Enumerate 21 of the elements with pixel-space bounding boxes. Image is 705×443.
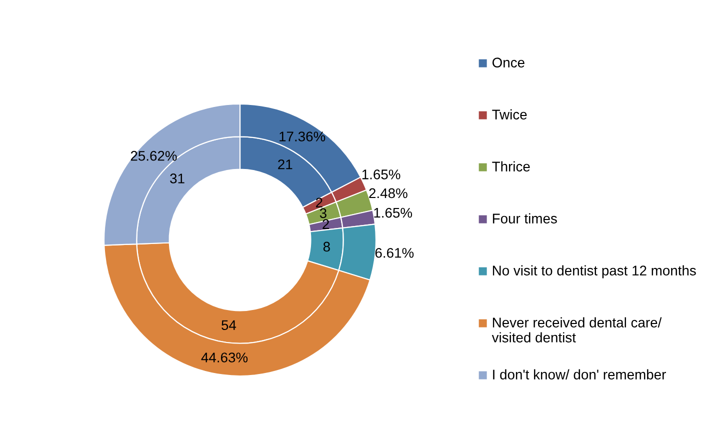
data-label: 8 bbox=[323, 242, 330, 252]
data-label: 2 bbox=[322, 219, 329, 229]
data-label: 1.65% bbox=[362, 170, 400, 180]
data-label: 3 bbox=[320, 208, 326, 218]
legend-label: Once bbox=[492, 58, 524, 68]
legend-label: No visit to dentist past 12 months bbox=[492, 265, 696, 278]
legend-label: I don't know/ don' remember bbox=[493, 369, 666, 380]
legend-label: Thrice bbox=[492, 161, 530, 172]
data-label: 6.61% bbox=[375, 248, 414, 258]
data-label: 21 bbox=[278, 159, 292, 170]
legend-label: Never received dental care/ visited dentist bbox=[492, 317, 662, 342]
data-label: 1.65% bbox=[374, 208, 412, 218]
data-label: 25.62% bbox=[130, 150, 177, 161]
data-label: 2 bbox=[316, 198, 322, 208]
legend-label: Twice bbox=[492, 109, 527, 120]
legend-label: Four times bbox=[492, 213, 557, 224]
data-label: 44.63% bbox=[201, 352, 248, 362]
data-label: 31 bbox=[170, 174, 184, 184]
data-label: 54 bbox=[222, 320, 236, 330]
data-label: 17.36% bbox=[280, 132, 326, 142]
data-label: 2.48% bbox=[369, 188, 408, 198]
